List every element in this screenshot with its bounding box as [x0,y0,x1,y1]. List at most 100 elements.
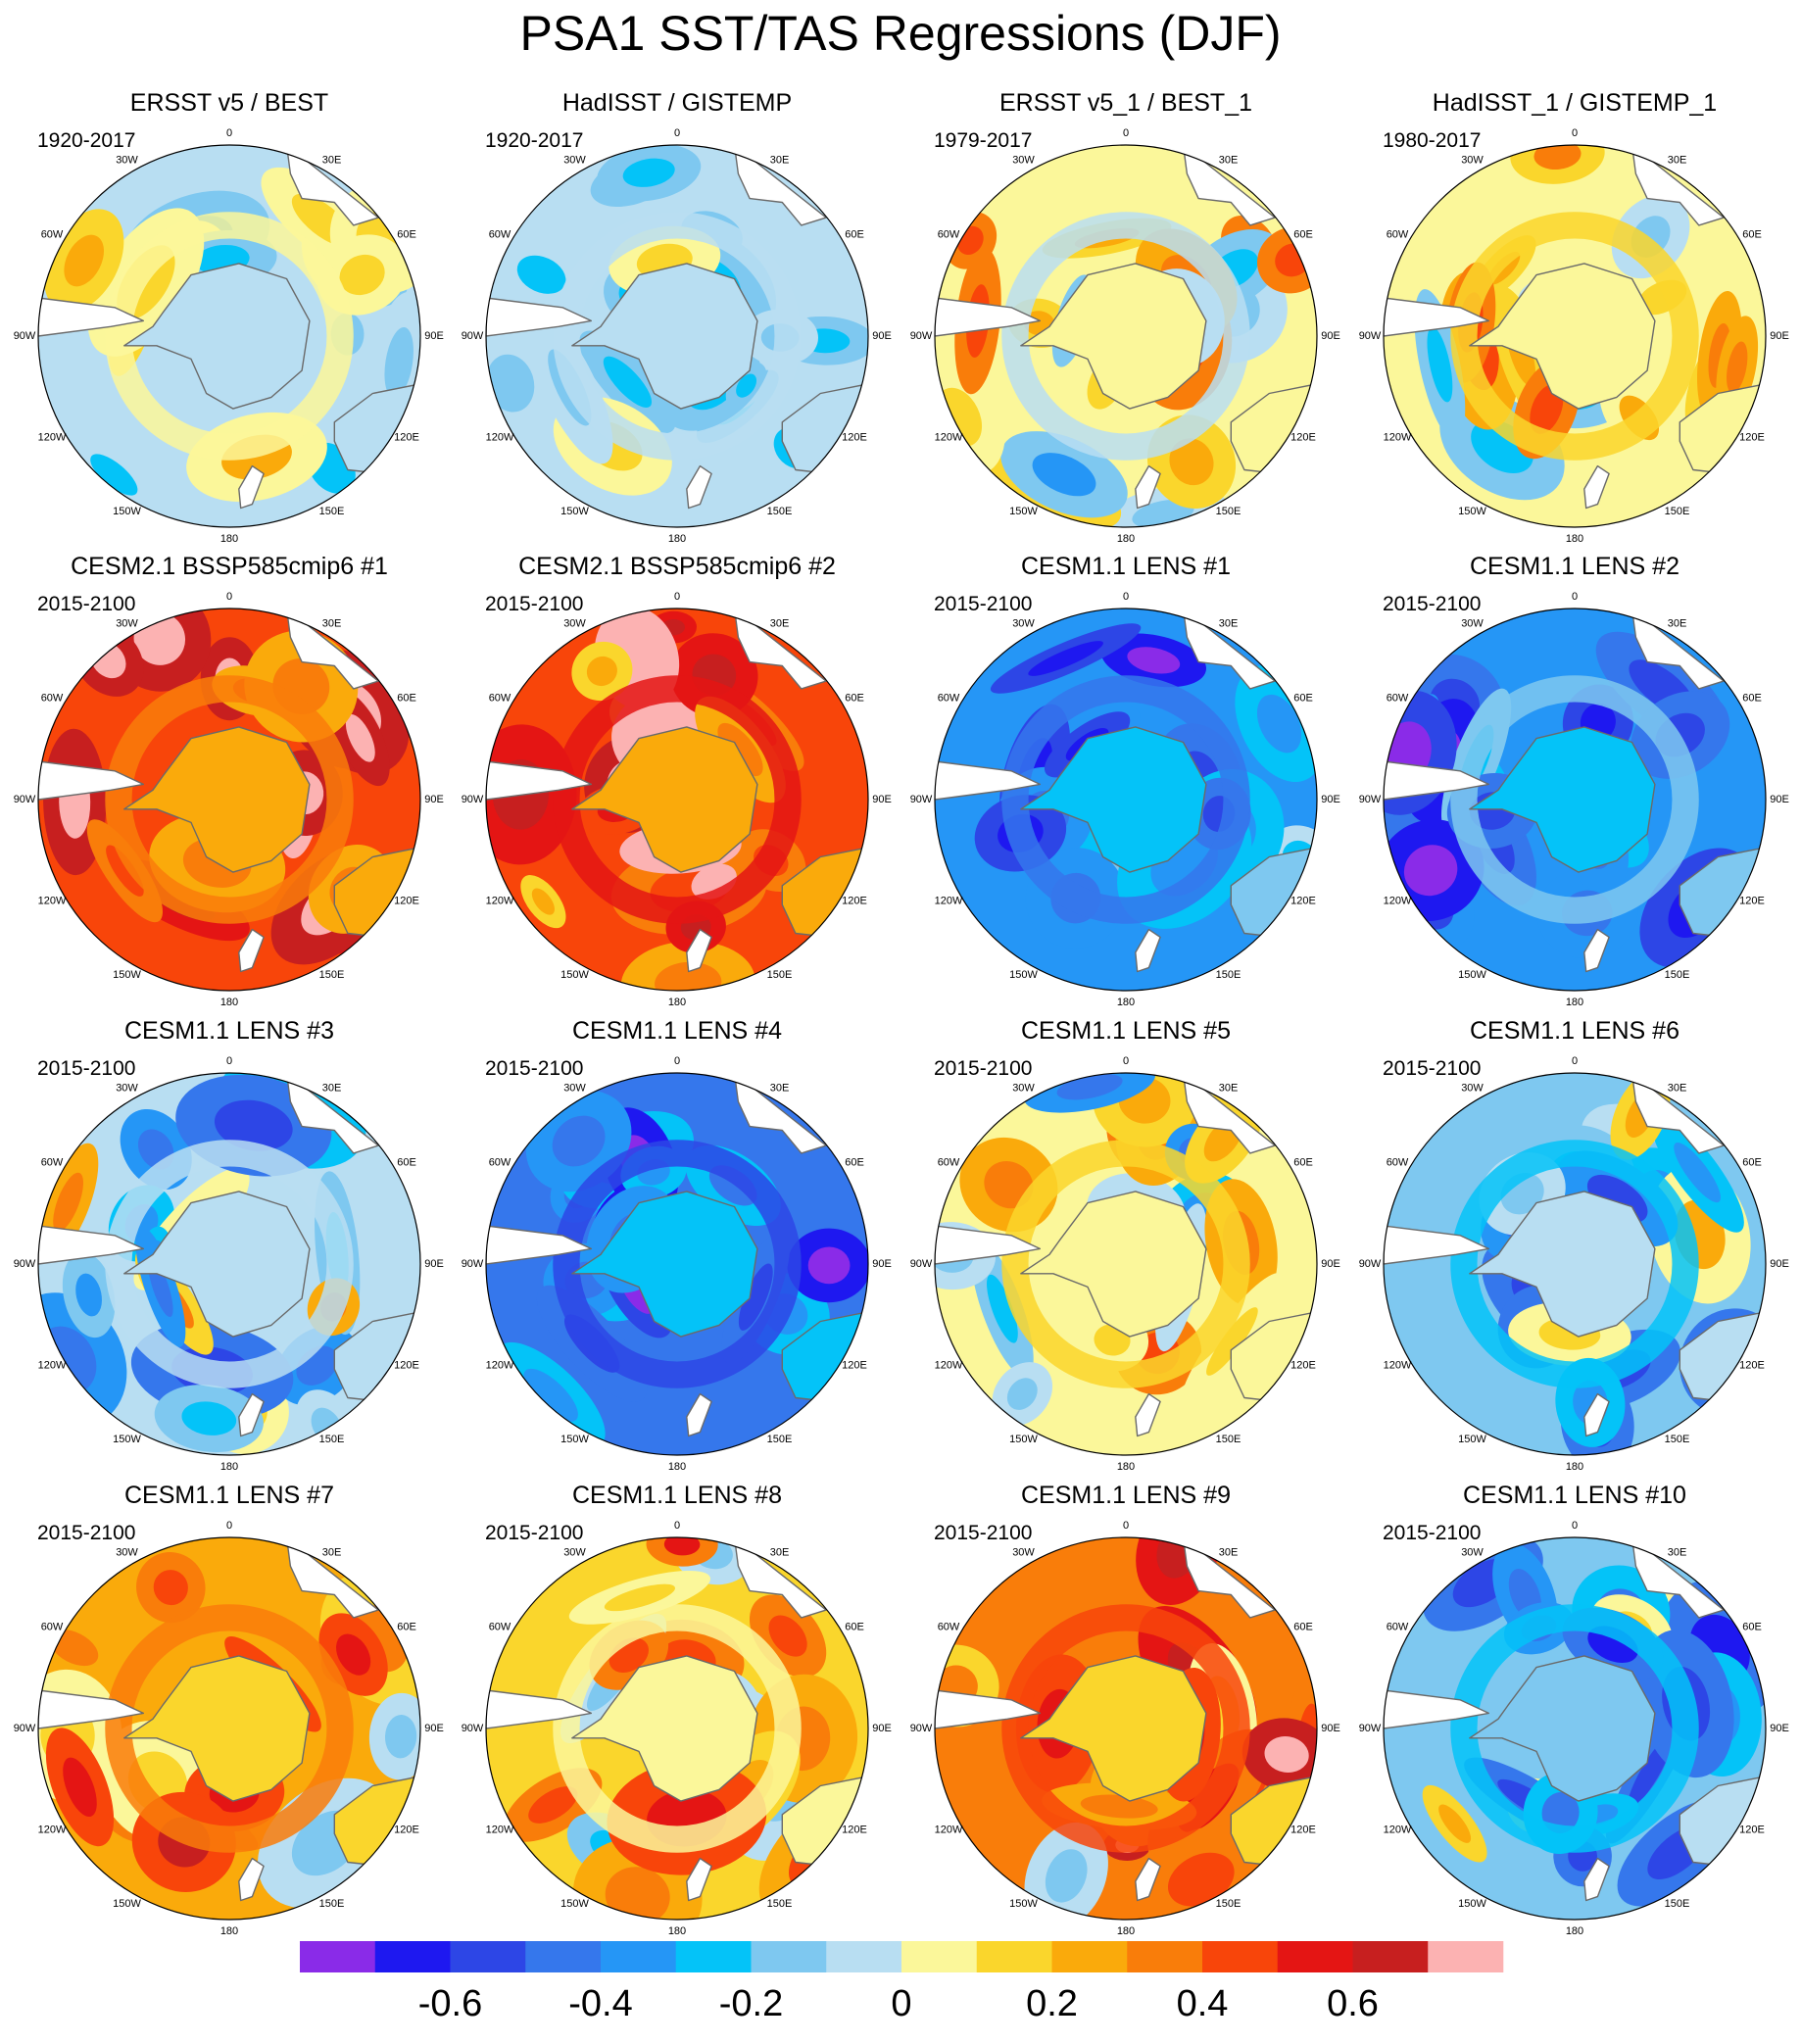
field-contour [622,158,675,187]
longitude-label: 90E [1770,794,1789,805]
colorbar-box [826,1941,902,1972]
field-contour [663,1537,701,1556]
antarctica-land [571,726,758,873]
longitude-label: 60E [1293,1621,1313,1632]
map-boundary [934,1072,1318,1456]
longitude-label: 180 [220,1461,238,1473]
longitude-label: 0 [674,591,680,603]
colorbar-box [450,1941,526,1972]
longitude-label: 150E [1216,506,1241,517]
longitude-label: 60E [1742,1621,1762,1632]
longitude-label: 30W [1461,155,1484,167]
longitude-label: 120W [1384,1359,1412,1371]
longitude-label: 150W [1458,969,1486,981]
map-panel: CESM2.1 BSSP585cmip6 #2 2015-2100 0 30E 60E 9… [462,553,892,1008]
field-contour [1006,1378,1038,1410]
longitude-label: 60W [489,1156,511,1168]
longitude-label: 60E [397,1156,416,1168]
longitude-label: 180 [220,1925,238,1937]
longitude-label: 90W [910,330,933,342]
longitude-label: 120W [38,895,67,906]
longitude-label: 60W [41,692,64,704]
field-contour [1032,453,1096,497]
field-contour [1530,384,1564,434]
africa-land [733,1073,827,1154]
antarctica-land [1469,1655,1656,1802]
longitude-label: 30E [770,155,790,167]
field-contour [336,1633,371,1676]
africa-land [733,608,827,690]
regression-field [486,608,868,991]
panel-title: HadISST / GISTEMP [562,89,792,117]
africa-land [1631,145,1725,226]
longitude-label: 0 [1572,1055,1578,1067]
colorbar-box [1051,1941,1128,1972]
africa-land [733,145,827,226]
antarctica-land [1469,726,1656,873]
field-contour [1001,675,1250,924]
map-boundary [485,608,869,992]
longitude-label: 60W [1387,1156,1409,1168]
field-contour [552,1115,606,1167]
longitude-label: 90E [1321,1258,1340,1270]
field-contour [553,675,802,924]
map-boundary [934,1536,1318,1921]
colorbar-box [300,1941,376,1972]
colorbar-box [601,1941,677,1972]
longitude-label: 30W [563,155,586,167]
longitude-label: 90E [1770,330,1789,342]
longitude-label: 0 [226,127,232,139]
panel-period: 2015-2100 [485,593,583,615]
longitude-label: 60W [938,692,960,704]
field-contour [384,326,414,399]
regression-field [486,1537,868,1920]
panel-title: CESM1.1 LENS #6 [1470,1017,1679,1045]
longitude-label: 120W [935,431,963,443]
antarctica-land [1469,263,1656,410]
new-zealand-land [686,464,712,510]
field-contour [586,656,617,687]
longitude-label: 60E [1742,228,1762,240]
field-contour [75,1273,102,1317]
south-america-land [935,1689,1041,1729]
longitude-label: 120W [1384,1824,1412,1835]
panel-title: CESM1.1 LENS #5 [1021,1017,1231,1045]
longitude-label: 30E [322,1547,342,1559]
longitude-label: 90E [1770,1723,1789,1734]
field-contour [717,722,763,777]
longitude-label: 90W [910,1723,933,1734]
longitude-label: 90W [14,330,36,342]
panel-title: HadISST_1 / GISTEMP_1 [1433,89,1717,117]
longitude-label: 120W [486,431,514,443]
longitude-label: 180 [668,1461,686,1473]
longitude-label: 120E [1290,431,1316,443]
longitude-label: 150W [1458,1434,1486,1445]
longitude-label: 30E [322,155,342,167]
new-zealand-land [1135,928,1161,973]
south-america-land [486,1689,592,1729]
longitude-label: 120W [486,895,514,906]
longitude-label: 30W [563,1547,586,1559]
africa-land [733,1537,827,1619]
map-boundary [37,1536,421,1921]
longitude-label: 90E [424,794,444,805]
longitude-label: 30E [770,1547,790,1559]
map-panel: CESM1.1 LENS #7 2015-2100 0 30E 60E 90E 120E 15… [14,1482,444,1937]
longitude-label: 90W [14,1723,36,1734]
field-contour [1450,212,1699,461]
longitude-label: 0 [674,1055,680,1067]
antarctica-land [123,726,311,873]
panel-title: CESM2.1 BSSP585cmip6 #1 [71,553,388,580]
longitude-label: 60W [489,692,511,704]
longitude-label: 180 [1117,533,1135,545]
longitude-label: 60W [41,1156,64,1168]
longitude-label: 150W [1009,1898,1038,1910]
longitude-label: 90W [1359,794,1382,805]
regression-field [38,145,420,527]
map-panel: CESM2.1 BSSP585cmip6 #1 2015-2100 0 30E 60E 9… [14,553,444,1008]
longitude-label: 150E [1216,1898,1241,1910]
map-panel: HadISST_1 / GISTEMP_1 1980-2017 0 30E 60E 90E… [1359,89,1789,545]
antarctica-land [1469,1191,1656,1338]
longitude-label: 180 [1566,1461,1583,1473]
